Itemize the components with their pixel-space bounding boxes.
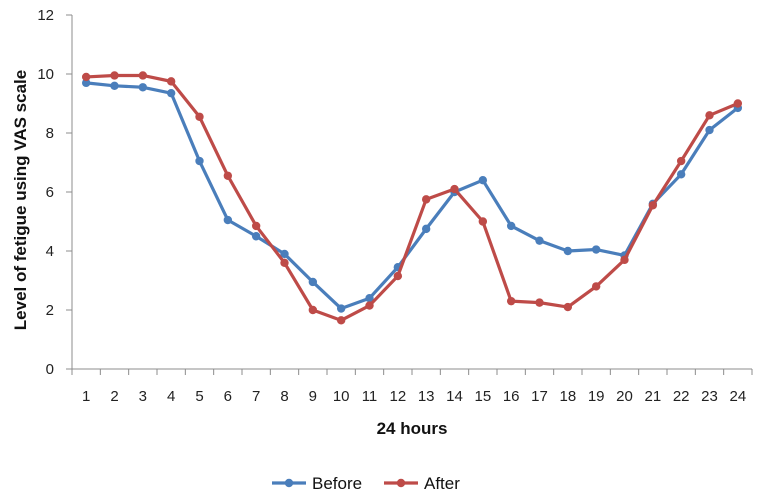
legend: Before After	[272, 474, 460, 493]
data-point-before	[705, 125, 714, 135]
legend-marker-after	[396, 478, 406, 488]
series-before	[81, 78, 743, 313]
legend-label-before: Before	[312, 474, 362, 493]
data-point-after	[676, 156, 686, 166]
x-tick-label: 5	[195, 388, 203, 405]
x-tick-label: 18	[559, 388, 576, 405]
data-point-before	[478, 176, 488, 185]
y-tick-label: 0	[46, 361, 54, 378]
data-point-before	[110, 81, 119, 91]
y-axis-title: Level of fetigue using VAS scale	[11, 70, 30, 330]
y-tick-label: 2	[46, 302, 54, 319]
data-point-before	[535, 236, 544, 245]
data-point-before	[563, 246, 573, 256]
data-point-after	[195, 112, 204, 121]
series-layer	[81, 71, 743, 325]
data-point-before	[421, 224, 431, 234]
y-tick-label: 10	[37, 66, 54, 83]
legend-label-after: After	[424, 474, 460, 493]
x-tick-label: 3	[139, 388, 147, 405]
data-point-after	[166, 77, 176, 86]
x-tick-label: 11	[362, 388, 378, 405]
data-point-before	[251, 232, 261, 241]
data-point-before	[81, 78, 91, 88]
y-tick-label: 6	[46, 184, 54, 201]
data-point-before	[336, 304, 346, 313]
x-tick-label: 17	[531, 388, 548, 405]
data-point-before	[280, 249, 289, 259]
data-point-after	[705, 111, 714, 120]
data-point-after	[421, 195, 431, 204]
x-axis-title: 24 hours	[377, 419, 448, 438]
x-axis: 1 2 3 4 5 6 7 8 9 10 11 12 13 14 15 16 17 18 19 20 21 22 23 24	[71, 368, 753, 405]
x-tick-label: 20	[616, 388, 633, 405]
data-point-after	[223, 171, 233, 180]
data-point-after	[280, 258, 289, 267]
x-tick-label: 10	[333, 388, 350, 405]
legend-item-after: After	[384, 474, 460, 493]
x-tick-label: 1	[82, 388, 90, 405]
x-tick-label: 8	[280, 388, 288, 405]
data-point-after	[450, 184, 459, 194]
data-point-after	[591, 282, 601, 291]
x-tick-label: 6	[224, 388, 232, 405]
data-point-before	[591, 245, 601, 254]
data-point-before	[676, 170, 686, 179]
series-line-before	[84, 81, 740, 311]
x-tick-label: 13	[418, 388, 435, 405]
data-point-after	[81, 72, 91, 82]
x-tick-label: 9	[309, 388, 317, 405]
series-after	[81, 71, 743, 325]
y-tick-label: 8	[46, 125, 54, 142]
x-tick-label: 16	[503, 388, 520, 405]
x-tick-label: 15	[474, 388, 491, 405]
data-point-before	[308, 277, 318, 287]
data-point-after	[336, 316, 346, 325]
data-point-after	[138, 71, 148, 80]
y-axis: 0 2 4 6 8 10 12	[37, 7, 73, 378]
data-point-before	[223, 215, 233, 225]
series-line-after	[84, 73, 740, 322]
legend-marker-before	[284, 478, 294, 488]
data-point-before	[166, 88, 176, 98]
x-tick-label: 19	[588, 388, 605, 405]
data-point-before	[365, 294, 374, 303]
x-tick-label: 7	[252, 388, 260, 405]
data-point-after	[365, 301, 374, 310]
data-point-after	[110, 71, 119, 80]
data-point-before	[138, 83, 148, 92]
data-point-after	[478, 217, 488, 226]
data-point-before	[195, 156, 204, 166]
data-point-after	[393, 271, 403, 281]
x-tick-label: 24	[729, 388, 746, 405]
x-tick-label: 21	[644, 388, 661, 405]
data-point-after	[506, 296, 516, 306]
y-tick-label: 12	[37, 7, 54, 24]
data-point-after	[308, 305, 318, 315]
data-point-after	[648, 201, 658, 210]
x-tick-label: 12	[389, 388, 406, 405]
x-tick-label: 23	[701, 388, 718, 405]
data-point-after	[563, 302, 573, 312]
data-point-after	[535, 298, 544, 307]
data-point-before	[506, 221, 516, 231]
x-tick-label: 4	[167, 388, 175, 405]
x-tick-label: 2	[110, 388, 118, 405]
data-point-after	[620, 255, 629, 265]
data-point-after	[733, 99, 743, 108]
x-tick-label: 22	[673, 388, 690, 405]
data-point-after	[251, 221, 261, 231]
x-tick-label: 14	[446, 388, 463, 405]
y-tick-label: 4	[46, 243, 54, 260]
legend-item-before: Before	[272, 474, 362, 493]
